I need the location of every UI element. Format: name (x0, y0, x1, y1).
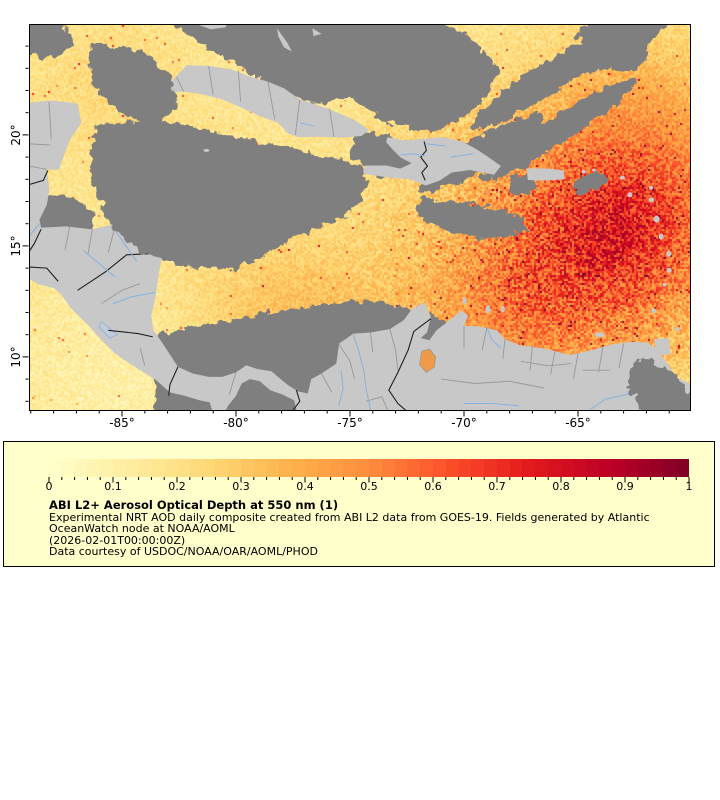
colorbar-cell (266, 459, 280, 477)
colorbar-cell (420, 459, 433, 477)
colorbar-cell (125, 459, 139, 477)
legend-credit: Data courtesy of USDOC/NOAA/OAR/AOML/PHO… (49, 544, 318, 558)
colorbar-cell (381, 459, 395, 477)
colorbar-cell (100, 459, 113, 477)
legend-title: ABI L2+ Aerosol Optical Depth at 550 nm … (49, 498, 339, 512)
colorbar-tick-label: 0.6 (424, 480, 442, 493)
colorbar-cell (164, 459, 177, 477)
colorbar-tick-label: 0.7 (488, 480, 506, 493)
x-axis-tick-label: -85° (109, 416, 135, 430)
legend-box: 0 0.1 0.2 0.3 0.4 0.5 0.6 0.7 0.8 0.9 1 … (3, 441, 715, 567)
colorbar-cell (509, 459, 523, 477)
colorbar-cell (138, 459, 152, 477)
colorbar-cell (663, 459, 677, 477)
colorbar-cell (279, 459, 293, 477)
colorbar-cell (637, 459, 651, 477)
map-geography-overlay (29, 24, 690, 410)
colorbar-cell (484, 459, 497, 477)
y-axis-tick-label: 10° (9, 346, 23, 368)
legend-description-line: OceanWatch node at NOAA/AOML (49, 522, 235, 536)
colorbar-cell (560, 459, 574, 477)
colorbar-tick-label: 0 (45, 480, 53, 493)
x-axis-tick-label: -65° (565, 416, 591, 430)
colorbar-cell (74, 459, 88, 477)
legend-timestamp: (2026-02-01T00:00:00Z) (49, 533, 186, 547)
colorbar-cell (49, 459, 62, 477)
colorbar-cell (61, 459, 75, 477)
colorbar-cell (189, 459, 203, 477)
map-plot-area (28, 23, 691, 411)
colorbar-tick-label: 0.1 (104, 480, 122, 493)
y-axis-tick-label: 15° (9, 235, 23, 257)
y-axis-tick-label: 20° (9, 124, 23, 146)
colorbar-cell (458, 459, 472, 477)
legend-description-line: Experimental NRT AOD daily composite cre… (49, 511, 650, 524)
colorbar-cell (624, 459, 638, 477)
colorbar-cell (522, 459, 536, 477)
colorbar-cell (253, 459, 267, 477)
colorbar-tick-label: 1 (685, 480, 693, 493)
colorbar-cell (343, 459, 357, 477)
colorbar-cell (176, 459, 190, 477)
colorbar-cell (650, 459, 664, 477)
colorbar-cell (240, 459, 254, 477)
colorbar-cell (599, 459, 613, 477)
colorbar-cell (586, 459, 600, 477)
colorbar-tick-label: 0.4 (296, 480, 314, 493)
colorbar-cell (304, 459, 318, 477)
colorbar-cell (445, 459, 459, 477)
colorbar-cell (368, 459, 382, 477)
x-axis-tick-label: -75° (337, 416, 363, 430)
colorbar-cell (432, 459, 446, 477)
colorbar-cell (496, 459, 510, 477)
colorbar-cell (471, 459, 485, 477)
colorbar-cell (112, 459, 126, 477)
colorbar-tick-label: 0.8 (552, 480, 570, 493)
colorbar-cell (394, 459, 408, 477)
colorbar-cell (292, 459, 305, 477)
colorbar (49, 459, 689, 477)
colorbar-tick-label: 0.3 (232, 480, 250, 493)
colorbar-cell (87, 459, 101, 477)
colorbar-cell (228, 459, 241, 477)
colorbar-cell (356, 459, 369, 477)
colorbar-cell (317, 459, 331, 477)
colorbar-cell (573, 459, 587, 477)
colorbar-tick-label: 0.5 (360, 480, 378, 493)
legend-text-block: ABI L2+ Aerosol Optical Depth at 550 nm … (49, 498, 650, 558)
colorbar-cell (535, 459, 549, 477)
colorbar-cell (151, 459, 165, 477)
colorbar-cell (407, 459, 421, 477)
colorbar-cell (548, 459, 561, 477)
x-axis-tick-label: -80° (223, 416, 249, 430)
colorbar-tick-label: 0.2 (168, 480, 186, 493)
colorbar-cell (202, 459, 216, 477)
colorbar-cell (676, 459, 689, 477)
x-axis-tick-label: -70° (451, 416, 477, 430)
colorbar-tick-label: 0.9 (616, 480, 634, 493)
colorbar-cell (330, 459, 344, 477)
colorbar-ticks (48, 477, 690, 483)
colorbar-cell (215, 459, 229, 477)
colorbar-cell (612, 459, 625, 477)
